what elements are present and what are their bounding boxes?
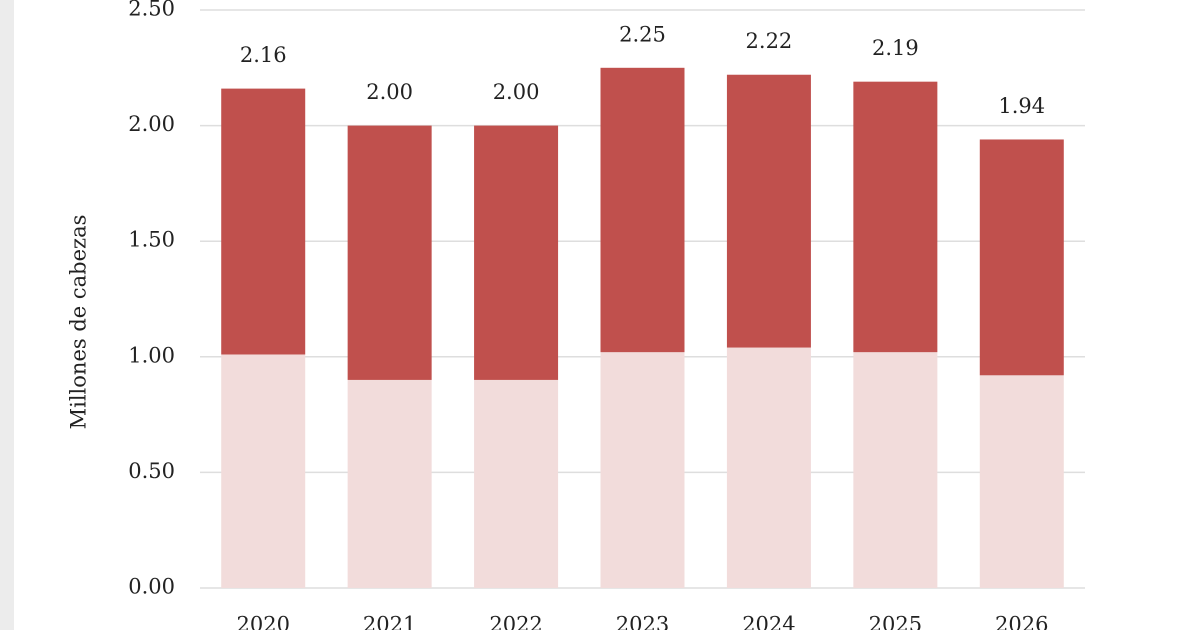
x-tick-label: 2025 <box>869 613 922 630</box>
x-tick-label: 2020 <box>236 613 289 630</box>
bar-segment <box>979 139 1064 376</box>
y-axis-title: Millones de cabezas <box>67 215 91 430</box>
bar-segment <box>474 379 559 588</box>
y-tick-label: 0.00 <box>128 575 175 599</box>
y-tick-label: 1.50 <box>128 228 175 252</box>
x-tick-label: 2026 <box>995 613 1048 630</box>
bar-segment <box>221 354 306 588</box>
total-label: 2.19 <box>872 36 919 60</box>
x-tick-label: 2021 <box>363 613 416 630</box>
x-tick-label: 2022 <box>489 613 542 630</box>
left-border <box>0 0 14 630</box>
bar-segment <box>726 74 811 348</box>
total-label: 2.16 <box>240 43 287 67</box>
y-tick-label: 0.50 <box>128 459 175 483</box>
total-label: 1.94 <box>998 94 1045 118</box>
bar-segment <box>347 379 432 588</box>
total-label: 2.00 <box>493 80 540 104</box>
bar-segment <box>347 125 432 380</box>
x-tick-label: 2024 <box>742 613 795 630</box>
bar-segment <box>474 125 559 380</box>
bar-segment <box>853 81 938 353</box>
bar-segment <box>979 375 1064 588</box>
y-tick-label: 2.50 <box>128 0 175 21</box>
bar-segment <box>600 352 685 588</box>
bar-segment <box>600 67 685 353</box>
bar-segment <box>726 347 811 588</box>
total-label: 2.25 <box>619 22 666 46</box>
y-tick-label: 1.00 <box>128 343 175 367</box>
bar-segment <box>221 88 306 355</box>
total-label: 2.22 <box>746 29 793 53</box>
x-tick-label: 2023 <box>616 613 669 630</box>
y-tick-label: 2.00 <box>128 112 175 136</box>
bar-segment <box>853 352 938 588</box>
total-label: 2.00 <box>366 80 413 104</box>
